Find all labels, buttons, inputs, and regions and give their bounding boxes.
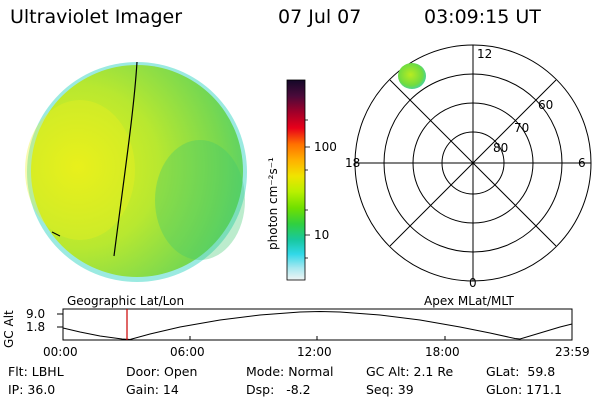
earth-image bbox=[25, 61, 247, 282]
mlt-label-6: 6 bbox=[578, 156, 586, 170]
altitude-panel bbox=[57, 308, 573, 341]
x-tick-0600: 06:00 bbox=[170, 345, 205, 359]
lat-label-60: 60 bbox=[538, 98, 554, 112]
colorbar-tick-10: 10 bbox=[314, 228, 330, 242]
x-tick-1200: 12:00 bbox=[297, 345, 332, 359]
instrument-title: Ultraviolet Imager bbox=[10, 6, 183, 28]
x-tick-1800: 18:00 bbox=[425, 345, 460, 359]
gc-alt-info: GC Alt: 2.1 Re bbox=[366, 364, 454, 379]
colorbar bbox=[286, 79, 306, 281]
colorbar-ticks bbox=[305, 119, 310, 259]
time-label: 03:09:15 UT bbox=[424, 6, 541, 28]
x-tick-2359: 23:59 bbox=[555, 345, 590, 359]
colorbar-units-label: photon cm⁻²s⁻¹ bbox=[266, 157, 280, 250]
mode-info: Mode: Normal bbox=[246, 364, 334, 379]
mlt-label-0: 0 bbox=[469, 276, 477, 290]
altitude-curve bbox=[62, 310, 573, 341]
ip-info: IP: 36.0 bbox=[8, 382, 56, 397]
apex-caption: Apex MLat/MLT bbox=[424, 294, 514, 308]
altitude-tick-1-8: 1.8 bbox=[26, 320, 46, 334]
mlt-label-18: 18 bbox=[345, 156, 361, 170]
lat-label-70: 70 bbox=[514, 121, 530, 135]
polar-dial bbox=[354, 44, 592, 282]
auroral-blob bbox=[398, 63, 426, 89]
altitude-tick-9: 9.0 bbox=[26, 307, 46, 321]
door-info: Door: Open bbox=[126, 364, 198, 379]
filter-info: Flt: LBHL bbox=[8, 364, 64, 379]
x-tick-0000: 00:00 bbox=[43, 345, 78, 359]
altitude-axis-title: GC Alt bbox=[2, 310, 16, 348]
glon-info: GLon: 171.1 bbox=[486, 382, 562, 397]
dsp-info: Dsp: -8.2 bbox=[246, 382, 311, 397]
gain-info: Gain: 14 bbox=[126, 382, 179, 397]
terminator-line bbox=[113, 61, 138, 257]
geographic-caption: Geographic Lat/Lon bbox=[67, 294, 185, 308]
mlt-label-12: 12 bbox=[477, 47, 493, 61]
lat-label-80: 80 bbox=[493, 141, 509, 155]
seq-info: Seq: 39 bbox=[366, 382, 414, 397]
date-label: 07 Jul 07 bbox=[278, 6, 362, 28]
colorbar-tick-100: 100 bbox=[314, 140, 337, 154]
glat-info: GLat: 59.8 bbox=[486, 364, 556, 379]
